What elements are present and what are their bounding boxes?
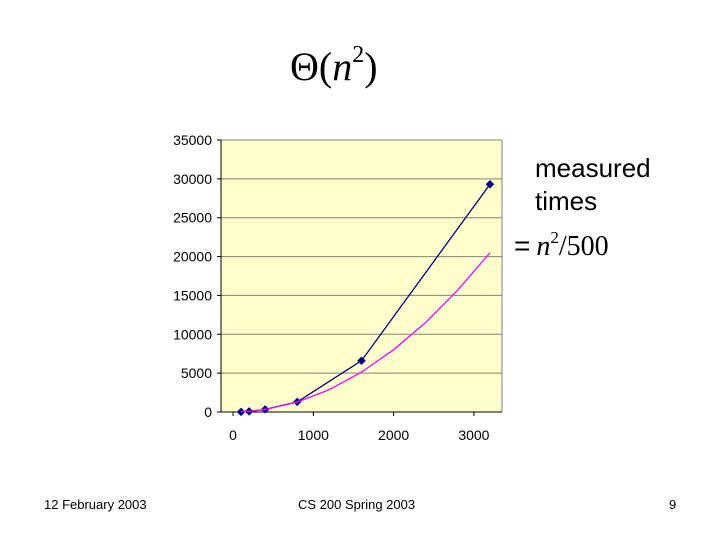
plot-area <box>221 140 502 412</box>
title-close-paren: ) <box>364 44 378 89</box>
legend-measured-times: measured times <box>535 153 651 216</box>
y-tick-label: 25000 <box>173 210 212 226</box>
footer-course: CS 200 Spring 2003 <box>298 497 416 512</box>
y-tick-label: 5000 <box>181 365 212 381</box>
runtime-chart: 0 5000 10000 15000 20000 25000 30000 35000 0 1000… <box>173 132 503 443</box>
x-tick-label: 2000 <box>378 427 409 443</box>
footer-date: 12 February 2003 <box>44 497 147 512</box>
legend-formula-expression: n2/500 <box>536 228 609 262</box>
legend-formula-divisor: /500 <box>558 231 609 262</box>
x-tick-label: 0 <box>229 427 237 443</box>
y-tick-label: 10000 <box>173 326 212 342</box>
y-tick-label: 35000 <box>173 132 212 148</box>
title-variable: n <box>332 44 353 89</box>
measured-series-point <box>485 179 495 189</box>
y-tick-label: 20000 <box>173 249 212 265</box>
legend-formula-variable: n <box>536 231 551 262</box>
footer-page-number: 9 <box>669 497 677 512</box>
y-tick-label: 15000 <box>173 287 212 303</box>
y-tick-label: 30000 <box>173 171 212 187</box>
title-exponent: 2 <box>352 42 365 68</box>
legend-formula-exponent: 2 <box>550 228 559 247</box>
formula-series-line <box>241 252 491 413</box>
legend-formula-equals: = <box>514 230 531 261</box>
measured-series-point <box>357 356 366 366</box>
slide-title: Θ(n2) <box>290 42 378 90</box>
title-theta: Θ( <box>290 44 333 89</box>
y-tick-label: 0 <box>204 404 212 420</box>
x-tick-label: 3000 <box>458 427 489 443</box>
x-tick-label: 1000 <box>298 427 329 443</box>
measured-series-point <box>236 407 246 417</box>
legend-formula: = n2/500 <box>514 228 609 263</box>
